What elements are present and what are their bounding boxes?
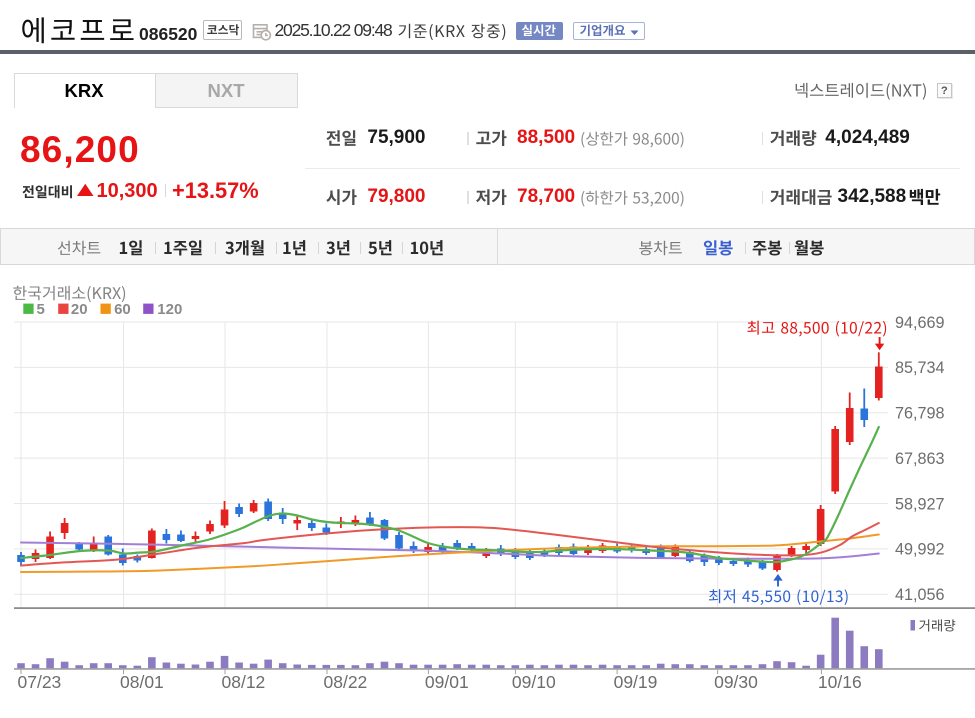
svg-text:08/01: 08/01: [120, 672, 164, 692]
svg-text:58,927: 58,927: [895, 495, 945, 513]
svg-text:09/01: 09/01: [425, 672, 469, 692]
svg-text:10/16: 10/16: [818, 672, 862, 692]
svg-text:09/30: 09/30: [714, 672, 758, 692]
svg-text:49,992: 49,992: [895, 541, 945, 559]
svg-text:08/12: 08/12: [222, 672, 266, 692]
svg-text:41,056: 41,056: [895, 586, 945, 604]
svg-text:09/10: 09/10: [512, 672, 556, 692]
svg-text:85,734: 85,734: [895, 359, 945, 377]
svg-text:20: 20: [71, 301, 88, 318]
svg-text:120: 120: [157, 301, 182, 318]
svg-text:07/23: 07/23: [18, 672, 62, 692]
svg-text:76,798: 76,798: [895, 405, 945, 423]
svg-text:08/22: 08/22: [324, 672, 368, 692]
svg-text:60: 60: [114, 301, 131, 318]
svg-text:94,669: 94,669: [895, 314, 945, 332]
svg-text:09/19: 09/19: [614, 672, 658, 692]
svg-text:5: 5: [37, 301, 45, 318]
svg-text:67,863: 67,863: [895, 450, 945, 468]
